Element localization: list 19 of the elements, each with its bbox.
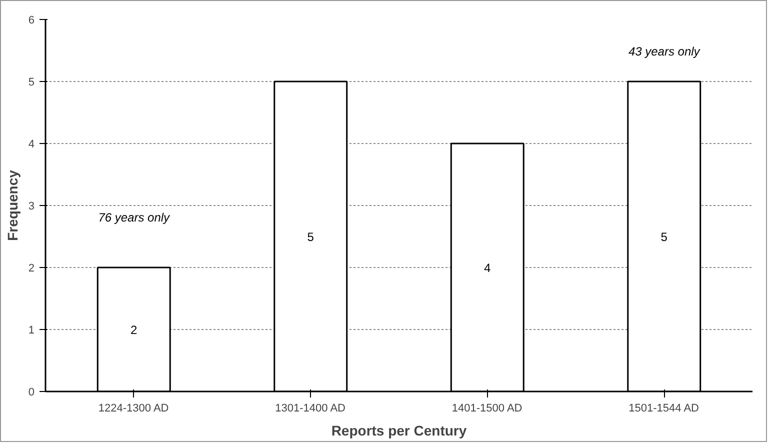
y-tick-label: 1 bbox=[28, 324, 35, 336]
data-label: 5 bbox=[307, 230, 314, 244]
y-tick-label: 6 bbox=[28, 14, 35, 26]
x-tick-label: 1224-1300 AD bbox=[98, 402, 169, 414]
x-tick-label: 1301-1400 AD bbox=[275, 402, 346, 414]
y-tick-label: 3 bbox=[28, 200, 35, 212]
annotation: 43 years only bbox=[628, 44, 701, 58]
y-tick-label: 4 bbox=[28, 138, 35, 150]
x-tick-label: 1401-1500 AD bbox=[452, 402, 522, 414]
annotation: 76 years only bbox=[98, 210, 171, 224]
data-label: 2 bbox=[130, 323, 138, 337]
data-label: 5 bbox=[660, 230, 668, 244]
y-tick-label: 0 bbox=[28, 386, 35, 398]
data-label: 4 bbox=[484, 261, 492, 275]
y-axis-title: Frequency bbox=[4, 170, 20, 241]
y-tick-label: 2 bbox=[28, 262, 35, 274]
x-tick-label: 1501-1544 AD bbox=[628, 402, 700, 414]
x-axis-title: Reports per Century bbox=[331, 422, 467, 438]
y-tick-label: 5 bbox=[28, 76, 35, 88]
